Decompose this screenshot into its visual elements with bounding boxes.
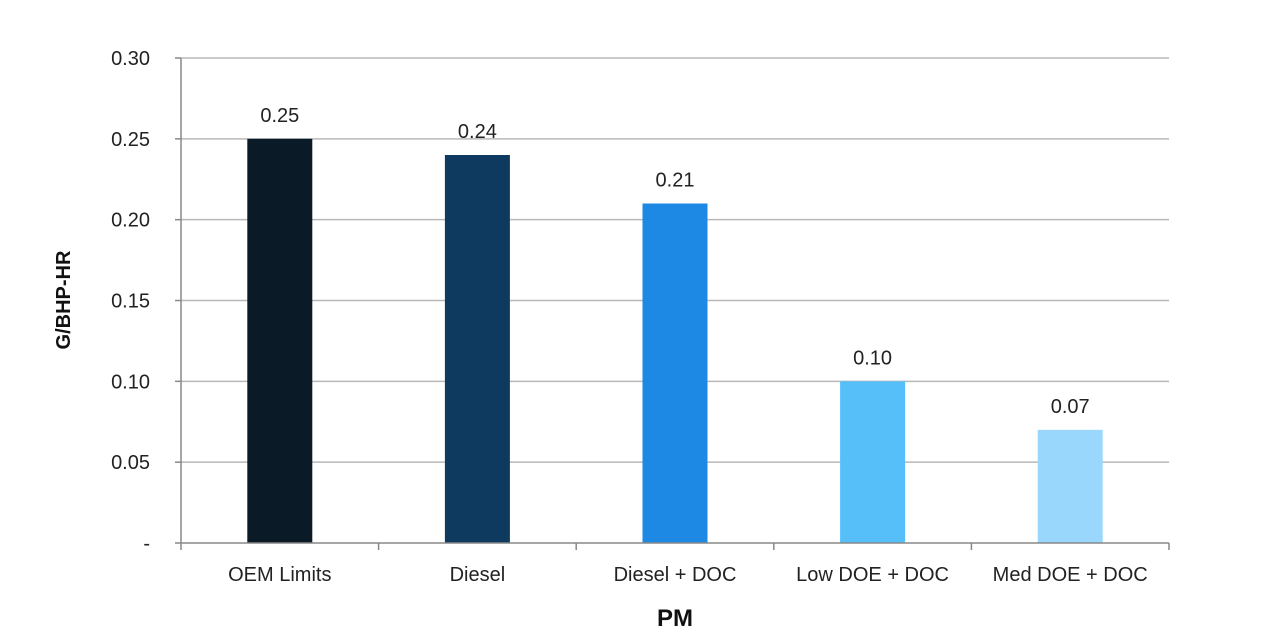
y-axis-title: G/BHP-HR xyxy=(53,250,75,349)
x-category-label: Low DOE + DOC xyxy=(796,564,949,586)
bar xyxy=(642,203,708,543)
x-category-label: Diesel xyxy=(450,564,506,586)
bars xyxy=(247,138,1103,544)
y-tick-label: 0.25 xyxy=(111,129,150,151)
bar xyxy=(1037,429,1103,543)
bar-value-label: 0.24 xyxy=(458,121,497,143)
y-tick-label: 0.30 xyxy=(111,48,150,70)
y-tick-label: - xyxy=(143,533,150,555)
x-category-label: OEM Limits xyxy=(228,564,331,586)
y-tick-label: 0.20 xyxy=(111,210,150,232)
bar-value-label: 0.07 xyxy=(1051,396,1090,418)
y-tick-labels: - 0.05 0.10 0.15 0.20 0.25 0.30 xyxy=(111,48,150,555)
x-axis-title: PM xyxy=(657,605,693,632)
y-tick-label: 0.10 xyxy=(111,371,150,393)
bar-value-label: 0.25 xyxy=(260,105,299,127)
bar xyxy=(840,381,906,543)
data-labels: 0.25 0.24 0.21 0.10 0.07 xyxy=(260,105,1089,418)
x-category-label: Diesel + DOC xyxy=(614,564,737,586)
axes xyxy=(175,57,1170,550)
bar xyxy=(444,155,510,543)
y-tick-label: 0.15 xyxy=(111,291,150,313)
x-tick-labels: OEM Limits Diesel Diesel + DOC Low DOE + DO… xyxy=(228,564,1148,586)
y-tick-label: 0.05 xyxy=(111,452,150,474)
x-category-label: Med DOE + DOC xyxy=(993,564,1148,586)
bar-value-label: 0.10 xyxy=(853,347,892,369)
bar xyxy=(247,138,313,544)
bar-value-label: 0.21 xyxy=(656,170,695,192)
